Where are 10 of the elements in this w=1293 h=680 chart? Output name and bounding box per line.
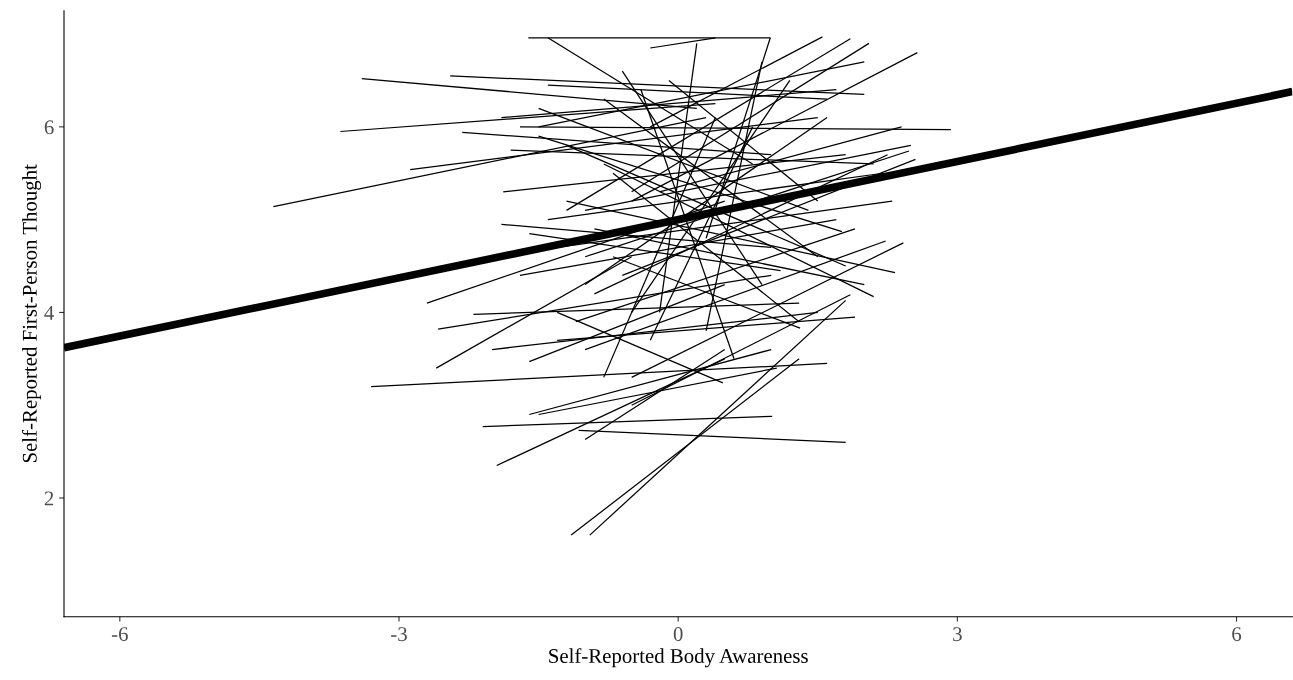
x-tick-label: -6	[111, 627, 128, 642]
y-tick-label: 4	[44, 305, 54, 320]
y-tick-label: 6	[44, 120, 54, 135]
y-tick-label: 2	[44, 491, 54, 506]
x-tick-label: 3	[953, 627, 962, 642]
x-tick-label: 0	[673, 627, 683, 642]
x-tick-label: 6	[1232, 627, 1242, 642]
y-axis-title: Self-Reported First-Person Thought	[21, 164, 42, 463]
x-axis-title: Self-Reported Body Awareness	[549, 648, 808, 668]
x-tick-label: -3	[391, 627, 407, 642]
